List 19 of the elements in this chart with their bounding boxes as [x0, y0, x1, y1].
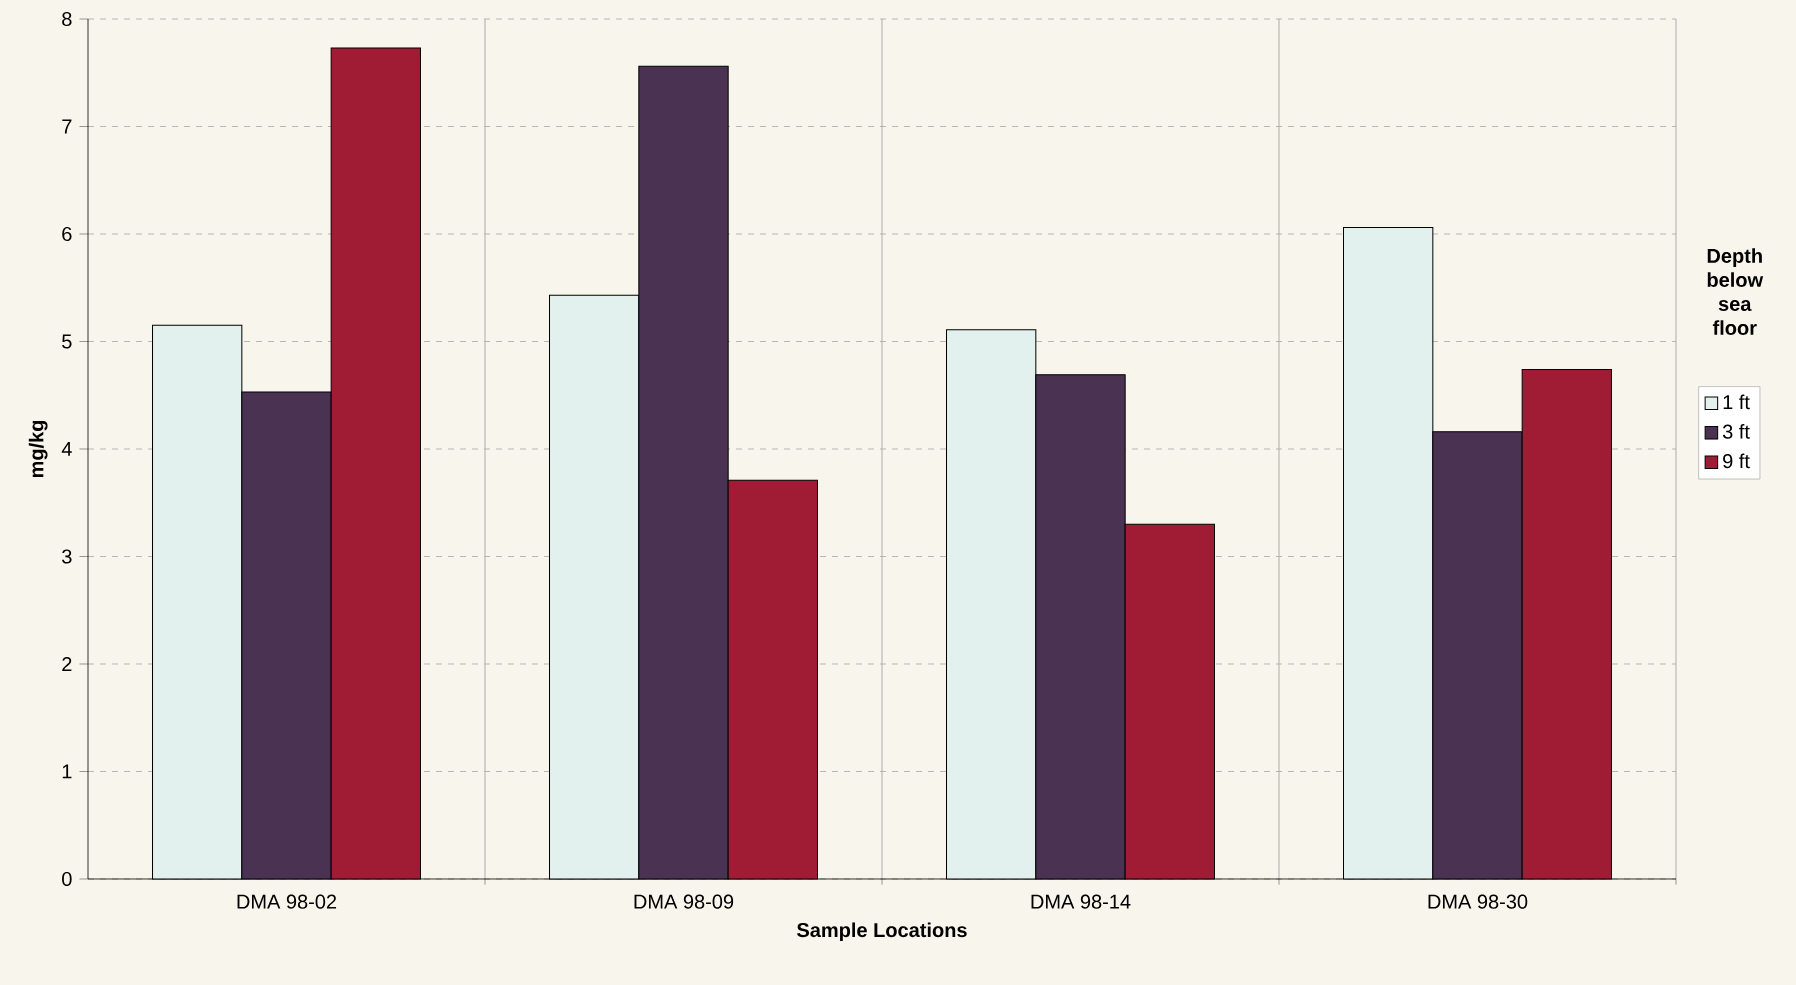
y-axis-title: mg/kg: [28, 420, 48, 478]
y-tick-label: 6: [62, 226, 72, 242]
y-tick-label: 7: [62, 119, 72, 134]
y-tick-label: 8: [62, 11, 72, 27]
y-tick-label: 5: [62, 334, 72, 349]
y-tick-label: 3: [62, 549, 72, 564]
legend-label: 3 ft: [1722, 424, 1750, 439]
legend-label: 1 ft: [1723, 394, 1750, 410]
x-tick-label: DMA 98-02: [237, 894, 337, 909]
y-tick-label: 0: [62, 871, 72, 887]
y-tick-label: 2: [62, 657, 72, 671]
x-axis-title: Sample Locations: [796, 922, 967, 942]
y-tick-label: 1: [62, 764, 72, 779]
legend-title: Depth below sea floor: [1707, 248, 1764, 335]
legend-label: 9 ft: [1723, 453, 1750, 469]
y-tick-label: 4: [61, 442, 72, 456]
x-tick-label: DMA 98-14: [1031, 894, 1131, 909]
x-tick-label: DMA 98-30: [1428, 894, 1528, 909]
x-tick-label: DMA 98-09: [634, 894, 734, 909]
